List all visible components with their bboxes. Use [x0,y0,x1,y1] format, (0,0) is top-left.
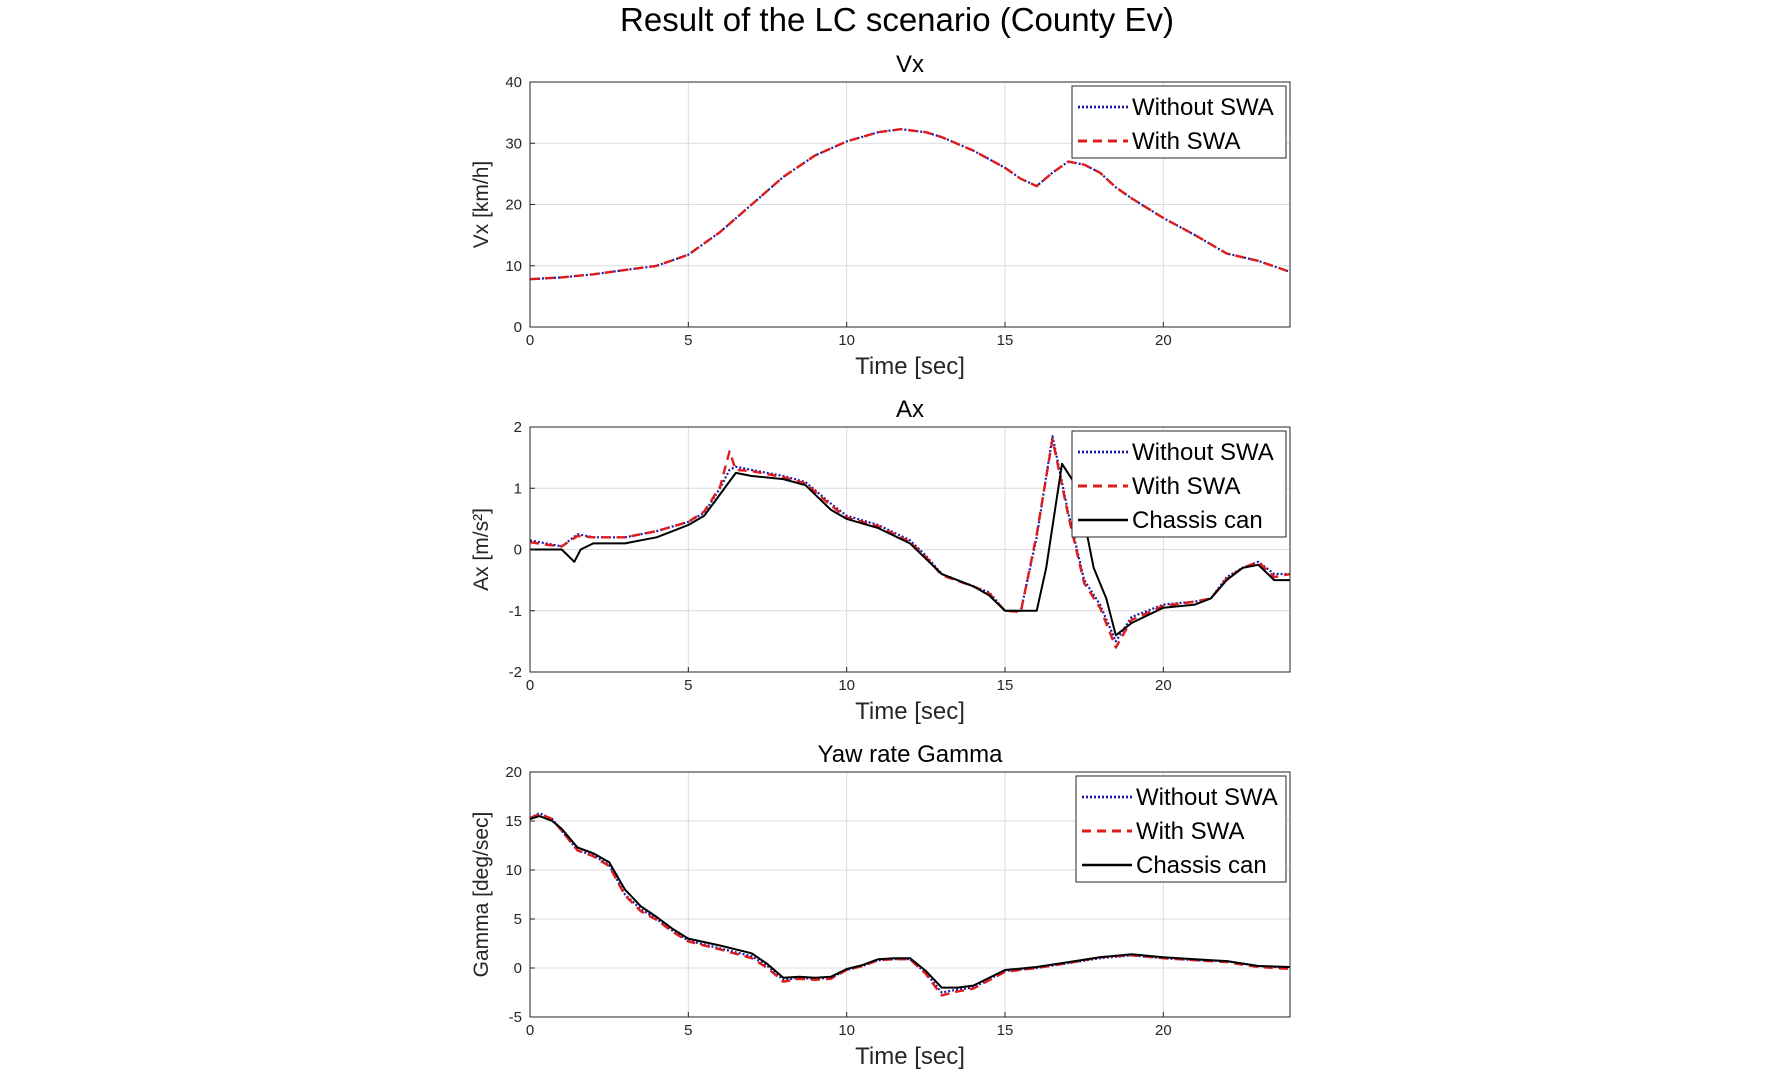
x-tick-label: 15 [997,1022,1014,1039]
x-tick-label: 20 [1155,332,1172,349]
y-axis-label: Vx [km/h] [470,161,493,249]
y-tick-label: 2 [514,419,522,436]
y-tick-label: 10 [505,258,522,275]
legend-label-with-swa: With SWA [1136,818,1244,845]
subplot-title: Ax [896,396,924,423]
legend: Without SWA With SWA [1071,85,1287,159]
x-tick-label: 5 [684,1022,692,1039]
legend: Without SWA With SWA Chassis can [1075,775,1287,883]
x-tick-label: 15 [997,332,1014,349]
series-line-chassis-can [530,815,1290,989]
x-tick-label: 5 [684,332,692,349]
x-tick-label: 20 [1155,1022,1172,1039]
x-tick-label: 15 [997,677,1014,694]
x-tick-label: 0 [526,677,534,694]
series-line-with-swa [530,812,1290,997]
y-axis-label: Ax [m/s²] [470,508,493,591]
figure-title: Result of the LC scenario (County Ev) [620,1,1174,38]
y-tick-label: 0 [514,319,522,336]
y-tick-label: 1 [514,480,522,497]
legend-label-chassis-can: Chassis can [1136,852,1267,879]
legend-label-with-swa: With SWA [1132,473,1240,500]
x-axis-label: Time [sec] [855,1043,965,1070]
y-tick-label: -1 [509,603,522,620]
legend-label-without-swa: Without SWA [1132,94,1274,121]
x-tick-label: 10 [838,332,855,349]
x-tick-label: 5 [684,677,692,694]
series-line-chassis-can [530,462,1290,637]
y-tick-label: 0 [514,542,522,559]
series-line-without-swa [530,435,1290,643]
y-tick-label: 30 [505,135,522,152]
x-tick-label: 0 [526,332,534,349]
x-tick-label: 10 [838,1022,855,1039]
y-tick-label: 0 [514,960,522,977]
series-group [530,127,1290,281]
y-tick-label: 5 [514,911,522,928]
y-tick-label: 40 [505,74,522,91]
legend-label-without-swa: Without SWA [1132,439,1274,466]
series-line-with-swa [530,127,1290,281]
y-tick-label: 10 [505,862,522,879]
legend-label-without-swa: Without SWA [1136,784,1278,811]
legend-label-with-swa: With SWA [1132,128,1240,155]
y-tick-label: 20 [505,197,522,214]
legend-label-chassis-can: Chassis can [1132,507,1263,534]
x-tick-label: 20 [1155,677,1172,694]
subplot-vx: 0 5 10 15 20 0 10 20 30 40 Vx Time [sec] Vx [km/h] Wi… [470,51,1291,380]
axes-box [529,771,1291,1018]
subplot-title: Yaw rate Gamma [818,741,1004,768]
series-group [530,812,1290,997]
series-group [530,435,1290,649]
legend-box [1071,85,1287,159]
x-tick-label: 0 [526,1022,534,1039]
y-tick-label: 20 [505,764,522,781]
x-axis-label: Time [sec] [855,698,965,725]
y-tick-label: -5 [509,1009,522,1026]
y-axis-label: Gamma [deg/sec] [470,812,493,978]
y-tick-label: -2 [509,664,522,681]
x-tick-label: 10 [838,677,855,694]
subplot-ax: 0 5 10 15 20 -2 -1 0 1 2 Ax Time [sec] Ax [m/s²] With… [470,396,1291,725]
x-axis-label: Time [sec] [855,353,965,380]
y-tick-label: 15 [505,813,522,830]
subplot-title: Vx [896,51,924,78]
legend: Without SWA With SWA Chassis can [1071,430,1287,538]
